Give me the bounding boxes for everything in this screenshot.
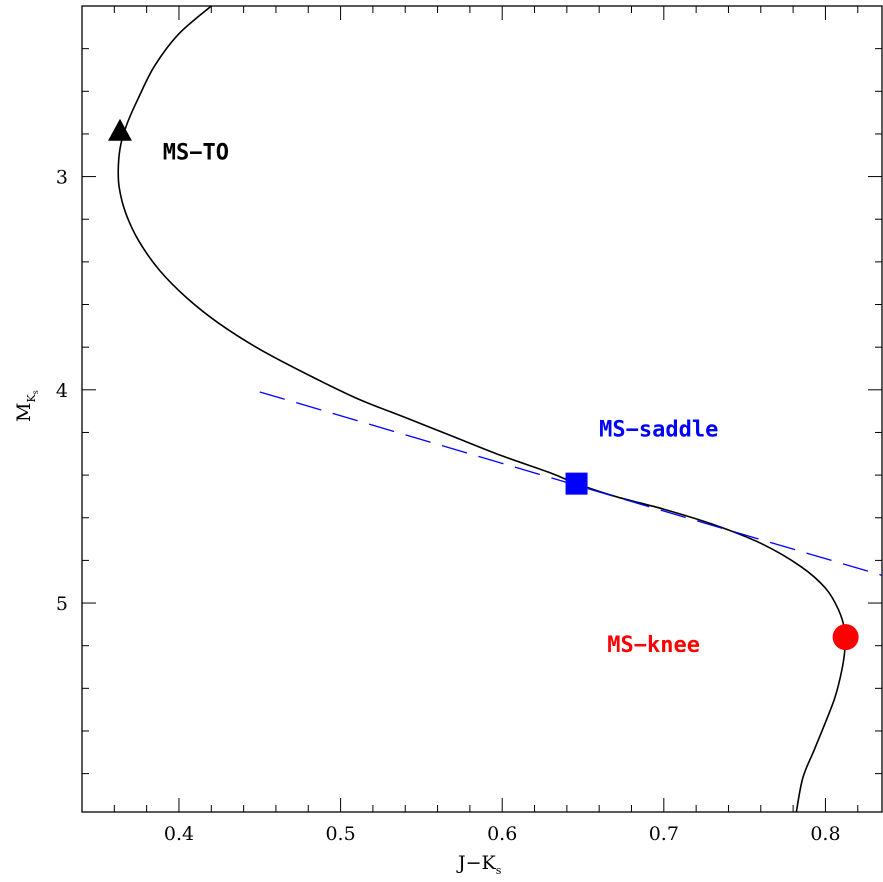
- tick-marks: [81, 5, 882, 812]
- isochrone-curve: [117, 5, 847, 813]
- x-tick-labels: 0.4 0.5 0.6 0.7 0.8: [164, 823, 841, 845]
- x-tick-label: 0.8: [810, 823, 840, 845]
- x-tick-label: 0.4: [164, 823, 194, 845]
- ms-to-label: MS−TO: [163, 141, 229, 166]
- ms-saddle-label: MS−saddle: [599, 418, 718, 443]
- x-axis-label: J−Ks: [456, 852, 502, 877]
- x-tick-label: 0.5: [325, 823, 355, 845]
- triangle-marker: [107, 118, 132, 141]
- x-tick-label: 0.7: [649, 823, 679, 845]
- annotations: MS−TO MS−saddle MS−knee: [163, 141, 719, 659]
- square-marker: [565, 472, 588, 495]
- y-tick-label: 4: [56, 380, 68, 402]
- y-tick-label: 5: [56, 593, 68, 615]
- x-tick-label: 0.6: [487, 823, 517, 845]
- plot-frame: [81, 5, 883, 813]
- ms-knee-label: MS−knee: [607, 633, 700, 658]
- circle-marker: [832, 624, 859, 651]
- y-tick-labels: 3 4 5: [56, 167, 68, 615]
- series: [117, 5, 883, 813]
- y-axis-label: MKs: [13, 390, 40, 422]
- markers: [107, 118, 859, 651]
- y-tick-label: 3: [56, 167, 68, 189]
